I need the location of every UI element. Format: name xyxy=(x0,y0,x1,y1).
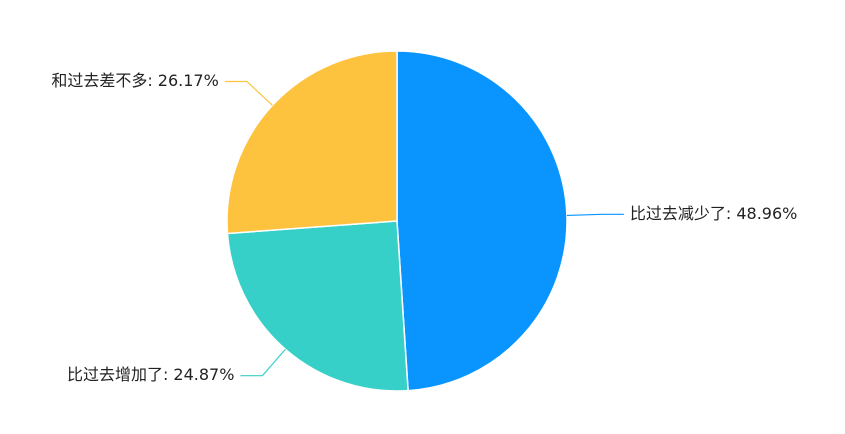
slice-label: 比过去增加了: 24.87% xyxy=(67,365,235,384)
leader-line xyxy=(566,213,624,217)
slice-label: 比过去减少了: 48.96% xyxy=(630,204,798,223)
leader-line xyxy=(240,348,286,377)
pie-slice xyxy=(226,220,409,392)
leader-line xyxy=(224,80,273,106)
pie-slice xyxy=(396,50,568,392)
slice-label: 和过去差不多: 26.17% xyxy=(51,71,219,90)
pie-slice xyxy=(226,50,398,235)
